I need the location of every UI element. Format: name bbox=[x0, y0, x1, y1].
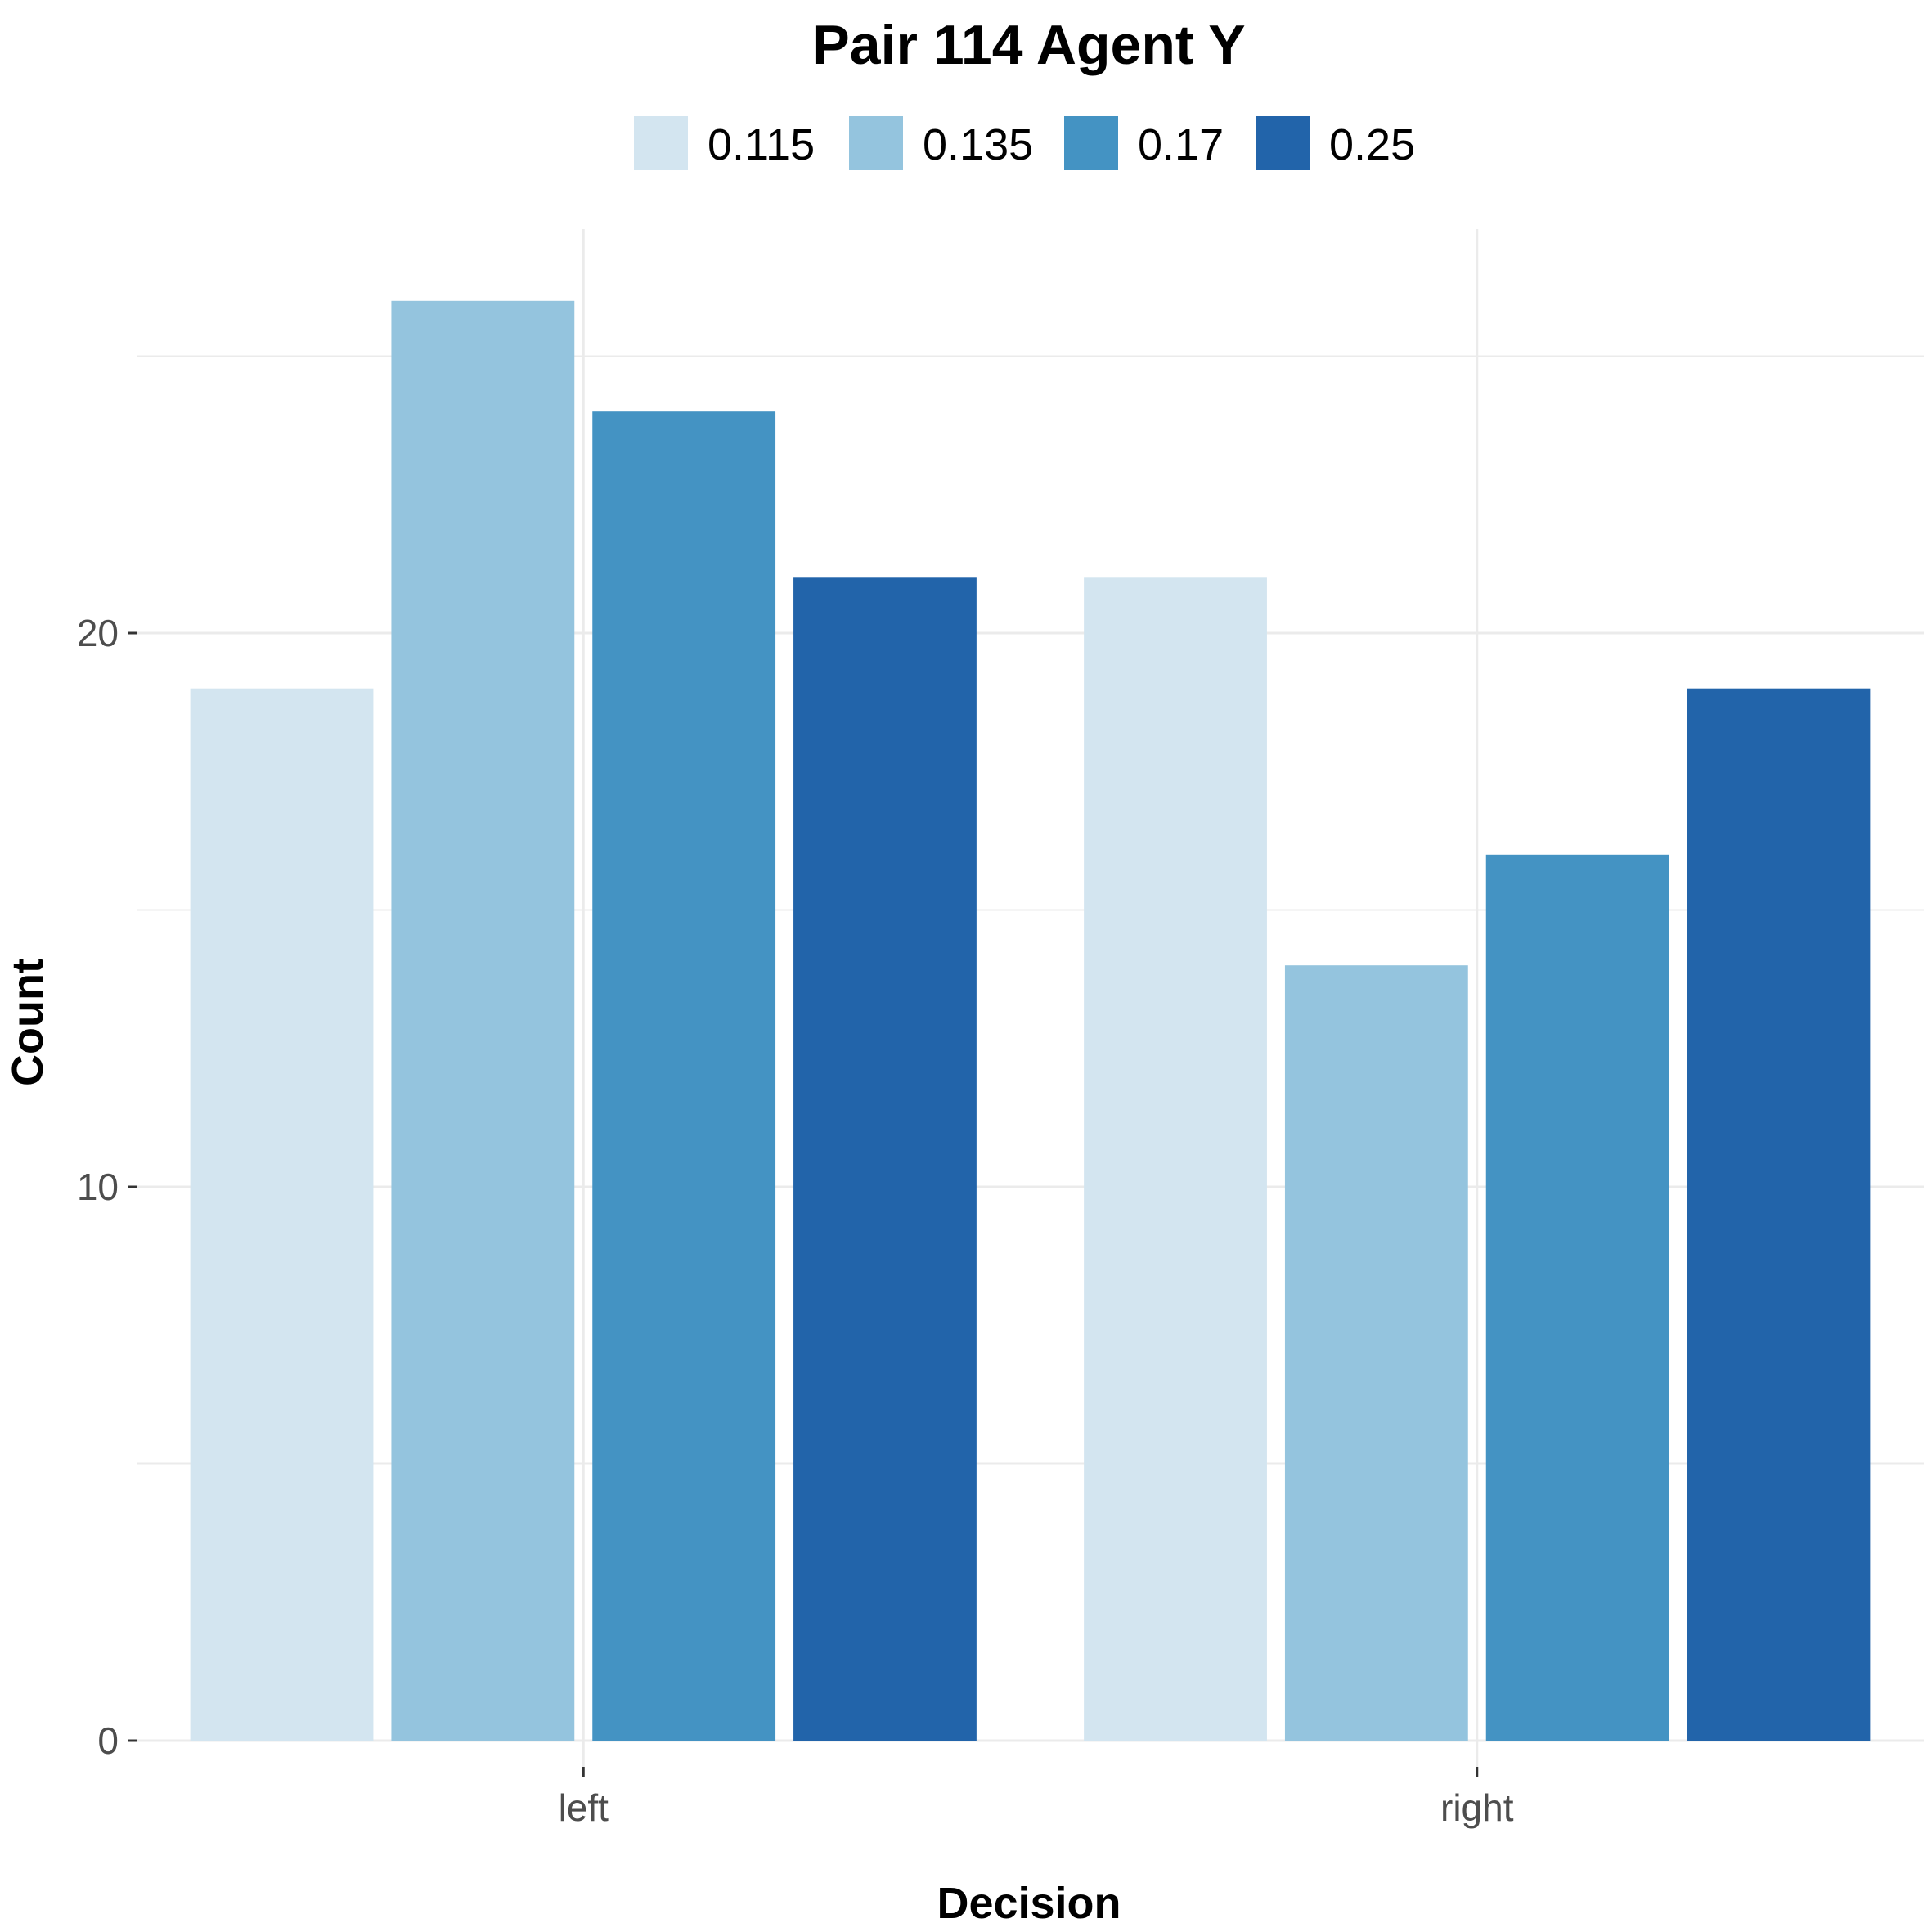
bar-right-0.17 bbox=[1485, 854, 1669, 1741]
legend: 0.115 0.135 0.17 0.25 bbox=[634, 116, 1415, 170]
legend-swatch-0.25 bbox=[1256, 116, 1310, 170]
legend-label-0.115: 0.115 bbox=[708, 120, 815, 169]
bar-right-0.115 bbox=[1084, 577, 1267, 1741]
legend-swatch-0.135 bbox=[849, 116, 903, 170]
y-tick-label: 0 bbox=[97, 1719, 119, 1762]
bar-left-0.25 bbox=[793, 577, 977, 1741]
bar-left-0.115 bbox=[190, 688, 374, 1741]
legend-label-0.25: 0.25 bbox=[1329, 120, 1415, 169]
legend-swatch-0.115 bbox=[634, 116, 688, 170]
bar-right-0.135 bbox=[1284, 965, 1468, 1741]
chart-title: Pair 114 Agent Y bbox=[812, 14, 1245, 76]
x-tick-label: right bbox=[1440, 1786, 1514, 1829]
x-axis-title: Decision bbox=[937, 1879, 1121, 1928]
y-tick-label: 10 bbox=[77, 1166, 119, 1208]
axes: 0 10 20 left right bbox=[77, 612, 1514, 1829]
x-tick-label: left bbox=[559, 1786, 609, 1829]
legend-label-0.135: 0.135 bbox=[923, 120, 1033, 169]
legend-swatch-0.17 bbox=[1064, 116, 1118, 170]
bar-left-0.135 bbox=[391, 300, 575, 1741]
y-axis-title: Count bbox=[3, 959, 52, 1086]
bar-right-0.25 bbox=[1687, 688, 1871, 1741]
bar-left-0.17 bbox=[592, 411, 776, 1741]
y-tick-label: 20 bbox=[77, 612, 119, 654]
legend-label-0.17: 0.17 bbox=[1138, 120, 1224, 169]
bars bbox=[190, 300, 1871, 1741]
